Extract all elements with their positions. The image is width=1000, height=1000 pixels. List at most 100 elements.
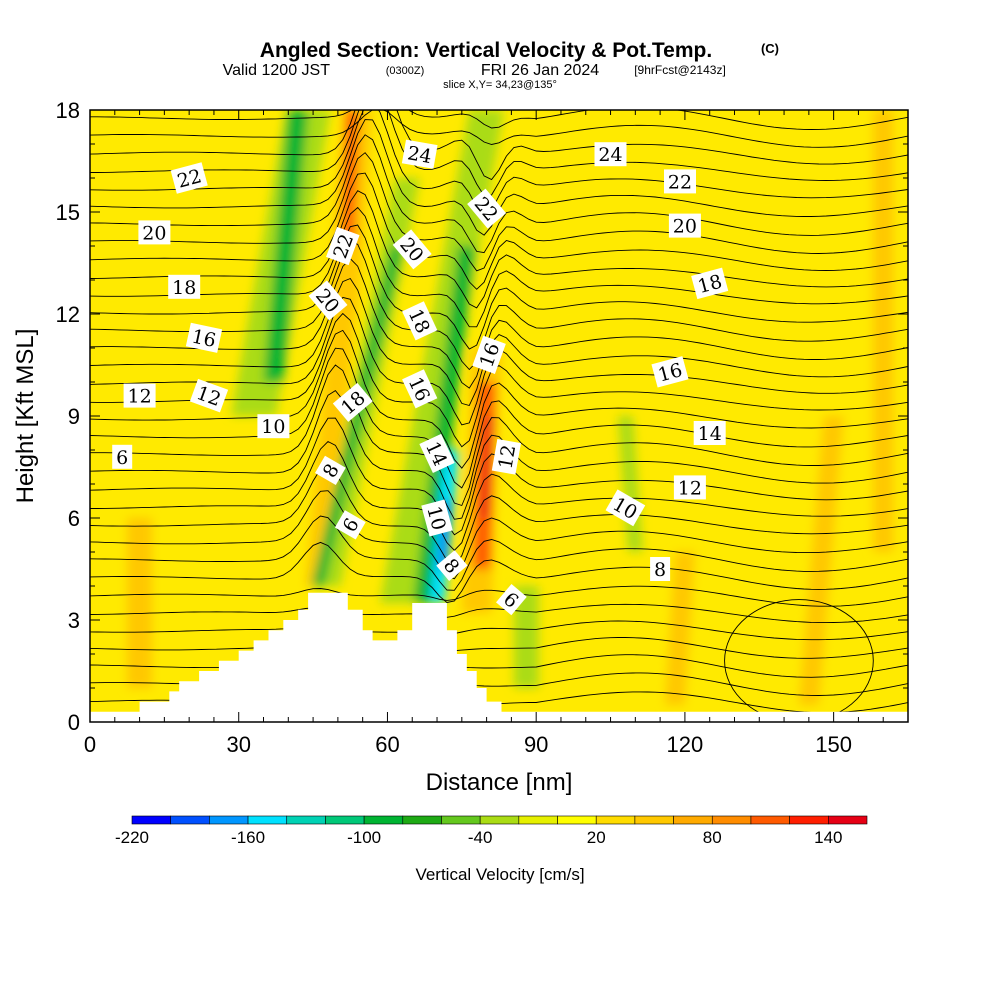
contour-label-text: 22	[668, 171, 692, 193]
theta-contour-line	[90, 258, 908, 389]
theta-contour-line	[90, 110, 908, 217]
contour-label-box	[392, 229, 432, 270]
contour-label: 22	[326, 226, 360, 266]
valid-time: Valid 1200 JST	[223, 62, 331, 79]
colorbar-swatch	[170, 815, 210, 825]
theta-contour-line	[90, 620, 908, 641]
contour-label: 16	[185, 322, 223, 353]
contour-label-text: 24	[598, 144, 622, 166]
colorbar-swatch	[131, 815, 171, 825]
y-tick-label: 3	[68, 608, 80, 633]
contour-label: 6	[112, 444, 133, 469]
contour-label-box	[668, 213, 701, 238]
copyright-mark: (C)	[761, 41, 779, 56]
theta-contour-line	[90, 329, 908, 469]
velocity-band	[798, 416, 844, 705]
colorbar-swatch	[247, 815, 288, 825]
colorbar-swatch	[673, 815, 713, 825]
valid-date: FRI 26 Jan 2024	[481, 62, 599, 79]
colorbar-swatch	[441, 815, 481, 825]
velocity-band	[480, 416, 493, 518]
contour-label: 8	[650, 557, 671, 581]
theta-contour-line	[90, 110, 908, 148]
contour-label: 24	[594, 142, 627, 167]
theta-contour-line	[90, 172, 908, 290]
contour-label-box	[168, 274, 201, 299]
y-tick-label: 6	[68, 506, 80, 531]
theta-contour-line	[90, 152, 908, 272]
contour-label-text: 14	[698, 423, 722, 445]
y-tick-label: 9	[68, 404, 80, 429]
contour-label-box	[185, 322, 223, 353]
theta-contour-line	[90, 134, 908, 254]
colorbar-tick-label: -100	[347, 828, 381, 847]
contour-label-box	[123, 383, 156, 408]
x-tick-label: 60	[375, 732, 399, 757]
colorbar-swatch	[325, 815, 365, 825]
colorbar-swatch	[518, 815, 558, 825]
contour-label-text: 20	[673, 216, 697, 238]
theta-contour-line	[90, 490, 908, 580]
slice-info: slice X,Y= 34,23@135°	[443, 79, 557, 91]
colorbar-swatch	[750, 815, 790, 825]
theta-contour-line	[90, 312, 908, 448]
x-tick-label: 90	[524, 732, 548, 757]
x-tick-label: 0	[84, 732, 96, 757]
colorbar-tick-label: 80	[703, 828, 722, 847]
velocity-band	[263, 110, 309, 382]
x-axis-ticks: 0 30 60 90 120 150	[84, 110, 909, 757]
x-tick-label: 150	[815, 732, 852, 757]
colorbar-tick-label: 140	[814, 828, 842, 847]
contour-label-box	[673, 475, 706, 500]
velocity-band	[311, 246, 404, 586]
theta-contour-line	[90, 110, 908, 130]
theta-contour-line	[90, 541, 908, 603]
theta-contour-line	[90, 206, 908, 328]
colorbar-tick-label: -40	[468, 828, 493, 847]
theta-contour-line	[90, 637, 908, 659]
contour-label: 24	[401, 139, 438, 169]
contour-label-box	[315, 455, 346, 486]
contour-label-text: 6	[116, 447, 128, 469]
colorbar-swatch	[209, 815, 249, 825]
contour-label-box	[419, 433, 455, 473]
contour-label-box	[436, 550, 468, 581]
x-tick-label: 120	[667, 732, 704, 757]
velocity-band	[873, 110, 894, 552]
theta-contour-line	[90, 390, 908, 520]
contour-label-box	[650, 557, 671, 581]
contour-label-box	[594, 142, 627, 167]
contour-label-box	[170, 162, 208, 194]
colorbar-label: Vertical Velocity [cm/s]	[415, 865, 584, 884]
colorbar-swatch	[789, 815, 829, 825]
contour-label: 10	[257, 414, 290, 439]
theta-contour-line	[90, 464, 908, 566]
theta-contour-line	[90, 440, 908, 551]
contour-label-box	[401, 139, 438, 169]
contour-label-text: 16	[190, 326, 218, 353]
y-tick-label: 18	[56, 98, 80, 123]
colorbar-swatch	[286, 815, 326, 825]
contour-label-box	[651, 356, 689, 388]
theta-contours	[90, 110, 908, 722]
contour-label-box	[421, 499, 453, 537]
contour-label: 22	[664, 169, 696, 194]
contour-label: 12	[491, 438, 521, 475]
contour-label-box	[402, 369, 438, 409]
y-axis-label: Height [Kft MSL]	[12, 329, 39, 504]
contour-label: 22	[170, 162, 208, 194]
valid-utc: (0300Z)	[386, 65, 425, 77]
contour-label: 18	[168, 274, 201, 299]
contour-label-box	[402, 301, 438, 341]
contour-label: 10	[421, 499, 453, 537]
colorbar-tick-label: -160	[231, 828, 265, 847]
colorbar-swatch	[557, 815, 597, 825]
contour-label: 12	[123, 383, 156, 408]
contour-label-box	[308, 280, 348, 321]
y-tick-label: 0	[68, 710, 80, 735]
colorbar-swatch	[363, 815, 404, 825]
contour-label-box	[257, 414, 290, 439]
contour-label: 6	[334, 510, 366, 540]
y-tick-label: 15	[56, 200, 80, 225]
